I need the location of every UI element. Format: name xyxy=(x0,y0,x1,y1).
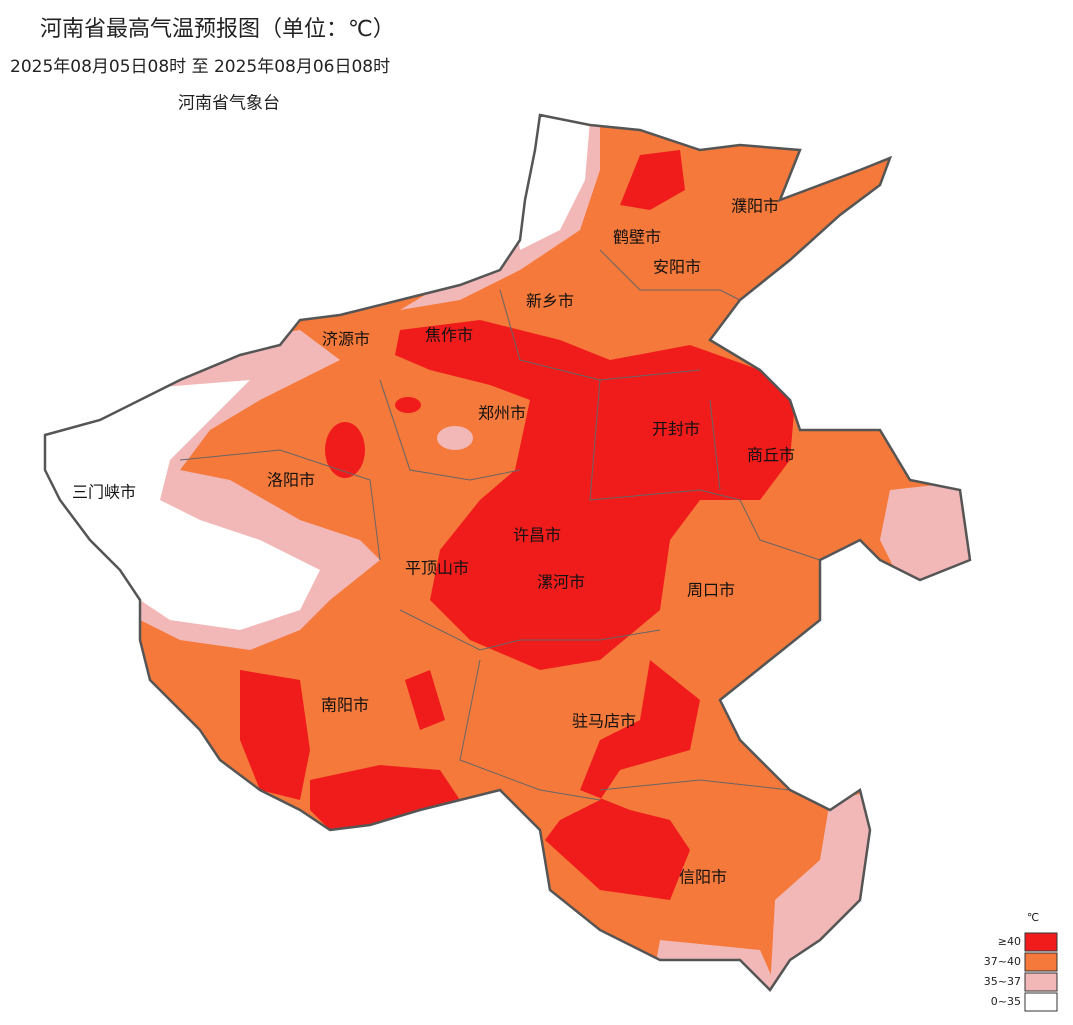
city-label: 平顶山市 xyxy=(405,559,469,578)
boundary xyxy=(459,659,601,801)
city-label: 驻马店市 xyxy=(572,712,636,731)
city-label: 安阳市 xyxy=(653,258,701,277)
legend-label: 0~35 xyxy=(991,995,1021,1008)
city-label: 周口市 xyxy=(687,581,735,600)
city-label: 济源市 xyxy=(322,330,370,349)
city-label: 三门峡市 xyxy=(72,483,136,502)
legend-unit: ℃ xyxy=(1027,911,1039,924)
city-label: 郑州市 xyxy=(478,404,526,423)
boundary xyxy=(379,379,521,481)
map-title: 河南省最高气温预报图（单位：℃） xyxy=(40,17,395,42)
issuer: 河南省气象台 xyxy=(178,94,280,114)
legend-swatch xyxy=(1024,932,1058,952)
time-range: 2025年08月05日08时 至 2025年08月06日08时 xyxy=(10,57,390,77)
zone-ge-40 xyxy=(240,670,310,800)
city-label: 信阳市 xyxy=(679,868,727,887)
legend-label: 35~37 xyxy=(984,975,1021,988)
legend-label: ≥40 xyxy=(998,935,1021,948)
city-label: 洛阳市 xyxy=(267,471,315,490)
zone-ge-40 xyxy=(620,150,685,210)
city-label: 濮阳市 xyxy=(731,197,779,216)
city-label: 南阳市 xyxy=(321,696,369,715)
zone-35-37 xyxy=(437,426,473,450)
boundary xyxy=(399,609,661,651)
city-label: 鹤壁市 xyxy=(613,228,661,247)
zone-ge-40 xyxy=(325,422,365,478)
boundary xyxy=(499,289,701,381)
legend-swatch xyxy=(1024,972,1058,992)
legend: ℃ ≥40 37~40 35~37 0~35 xyxy=(984,911,1058,1012)
zone-ge-40 xyxy=(310,765,460,830)
city-boundaries xyxy=(179,249,821,801)
legend-swatch xyxy=(1024,952,1058,972)
city-labels: 濮阳市 鹤壁市 安阳市 新乡市 济源市 焦作市 郑州市 开封市 商丘市 三门峡市… xyxy=(72,197,795,887)
boundary xyxy=(709,399,721,491)
city-label: 商丘市 xyxy=(747,446,795,465)
boundary xyxy=(589,379,821,561)
city-label: 新乡市 xyxy=(526,292,574,311)
zone-35-37 xyxy=(880,480,970,580)
city-label: 许昌市 xyxy=(513,526,561,545)
city-label: 漯河市 xyxy=(537,573,585,592)
city-label: 焦作市 xyxy=(425,326,473,345)
zone-ge-40 xyxy=(545,660,700,900)
zone-ge-40 xyxy=(405,670,445,730)
city-label: 开封市 xyxy=(652,420,700,439)
boundary xyxy=(179,449,381,561)
legend-swatch xyxy=(1024,992,1058,1012)
zone-ge-40 xyxy=(395,397,421,413)
zone-ge-40 xyxy=(395,320,795,670)
boundary xyxy=(599,249,741,301)
legend-label: 37~40 xyxy=(984,955,1021,968)
boundary xyxy=(599,779,791,791)
